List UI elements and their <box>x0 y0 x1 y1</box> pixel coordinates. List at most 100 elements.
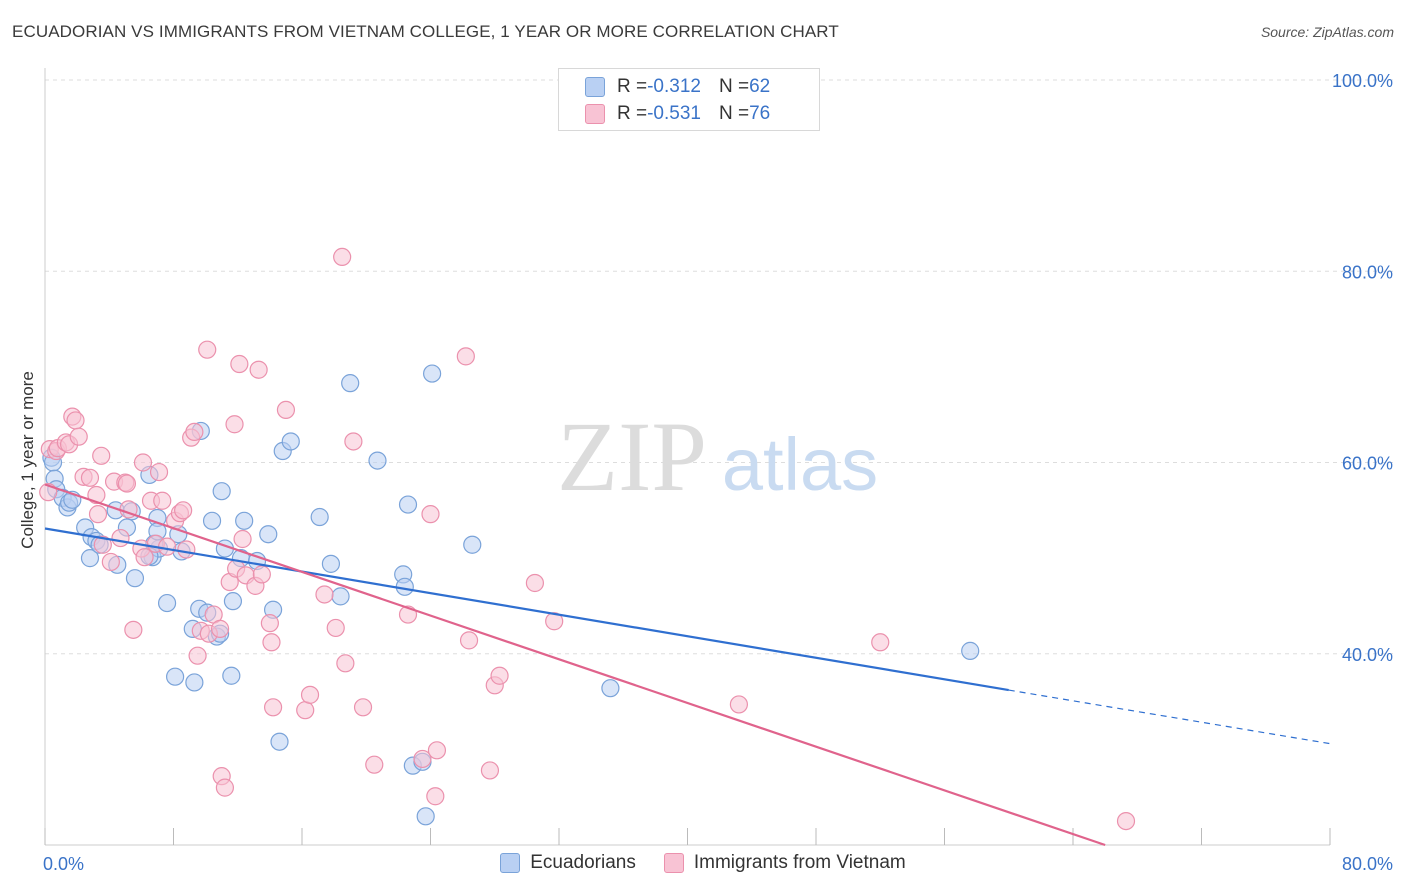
legend-swatch-blue <box>500 853 521 873</box>
data-point <box>333 247 352 267</box>
data-point <box>222 666 241 685</box>
data-point <box>88 505 108 524</box>
x-tick-label: 0.0% <box>43 854 84 874</box>
data-point <box>463 535 482 554</box>
data-point <box>416 807 435 826</box>
data-point <box>276 400 296 420</box>
data-point <box>368 451 387 470</box>
trend-line <box>44 527 1009 692</box>
data-point <box>215 778 234 797</box>
data-point <box>398 495 418 514</box>
data-point <box>252 565 271 584</box>
data-point <box>249 360 268 379</box>
data-point <box>210 619 230 638</box>
data-point <box>459 631 479 650</box>
data-point <box>1116 811 1136 831</box>
data-point <box>157 593 177 613</box>
data-point <box>92 446 111 465</box>
n-label: N = <box>718 76 750 97</box>
data-point <box>153 491 172 510</box>
r-label: R = <box>617 76 648 97</box>
data-point <box>263 698 283 717</box>
legend-item-ecuadorians: Ecuadorians <box>500 852 636 874</box>
r-label: R = <box>617 103 648 124</box>
data-point <box>310 507 329 527</box>
data-point <box>225 415 244 434</box>
watermark: ZIP atlas <box>557 401 878 512</box>
legend-label: Ecuadorians <box>530 852 636 873</box>
legend-label: Immigrants from Vietnam <box>693 852 906 873</box>
data-point <box>80 468 100 487</box>
series-legend: Ecuadorians Immigrants from Vietnam <box>0 852 1406 874</box>
data-point <box>117 474 137 493</box>
data-point <box>525 573 545 593</box>
y-axis-label: College, 1 year or more <box>18 371 37 549</box>
data-point <box>93 535 112 554</box>
data-point <box>281 432 300 451</box>
data-point <box>300 685 320 704</box>
data-point <box>198 340 217 359</box>
n-value: 76 <box>749 103 771 124</box>
data-point <box>413 749 432 769</box>
n-label: N = <box>718 103 750 124</box>
legend-row-vietnam: R = -0.531 N = 76 <box>585 102 770 126</box>
data-point <box>353 698 373 717</box>
correlation-legend: R = -0.312 N = 62 R = -0.531 N = 76 <box>558 68 820 131</box>
data-point <box>480 761 500 780</box>
x-tick-label: 80.0% <box>1342 854 1393 874</box>
data-point <box>421 505 440 524</box>
data-point <box>157 537 177 556</box>
source-credit: Source: ZipAtlas.com <box>1260 24 1394 40</box>
legend-item-vietnam: Immigrants from Vietnam <box>663 852 906 874</box>
data-point <box>426 787 445 806</box>
r-value: -0.531 <box>647 103 701 124</box>
data-point <box>259 525 278 544</box>
data-points <box>39 247 1136 831</box>
trend-line <box>44 483 1106 847</box>
legend-swatch-pink <box>663 853 684 873</box>
data-point <box>149 462 169 482</box>
data-point <box>270 732 289 751</box>
legend-swatch-pink <box>585 104 605 124</box>
trend-line-dashed <box>1008 689 1331 745</box>
n-value: 62 <box>749 76 771 97</box>
data-point <box>185 422 204 441</box>
data-point <box>262 633 281 652</box>
data-point <box>321 554 341 573</box>
y-tick-label: 100.0% <box>1332 71 1393 91</box>
data-point <box>230 354 249 374</box>
data-point <box>87 485 106 505</box>
data-point <box>490 666 509 685</box>
data-point <box>545 612 564 631</box>
data-point <box>296 701 315 720</box>
data-point <box>69 427 88 446</box>
data-point <box>174 501 193 520</box>
data-point <box>315 585 334 604</box>
legend-row-ecuadorians: R = -0.312 N = 62 <box>585 75 770 99</box>
data-point <box>101 552 120 572</box>
data-point <box>423 364 442 383</box>
data-point <box>456 347 475 366</box>
data-point <box>729 695 749 714</box>
data-point <box>125 569 145 588</box>
data-point <box>601 679 620 698</box>
data-point <box>331 587 350 606</box>
data-point <box>427 741 447 760</box>
data-point <box>111 528 130 548</box>
data-point <box>871 633 890 652</box>
r-value: -0.312 <box>647 76 701 97</box>
data-point <box>188 646 207 665</box>
data-point <box>177 540 196 559</box>
data-point <box>212 482 231 501</box>
data-point <box>133 453 153 472</box>
chart-title: ECUADORIAN VS IMMIGRANTS FROM VIETNAM CO… <box>12 22 839 41</box>
data-point <box>260 614 279 633</box>
data-point <box>80 549 100 568</box>
watermark-atlas: atlas <box>722 423 878 506</box>
data-point <box>365 755 384 774</box>
tick-labels: 100.0% 80.0% 60.0% 40.0% 0.0% 80.0% <box>43 71 1393 874</box>
data-point <box>66 411 85 430</box>
watermark-zip: ZIP <box>557 401 707 512</box>
data-point <box>336 654 355 673</box>
